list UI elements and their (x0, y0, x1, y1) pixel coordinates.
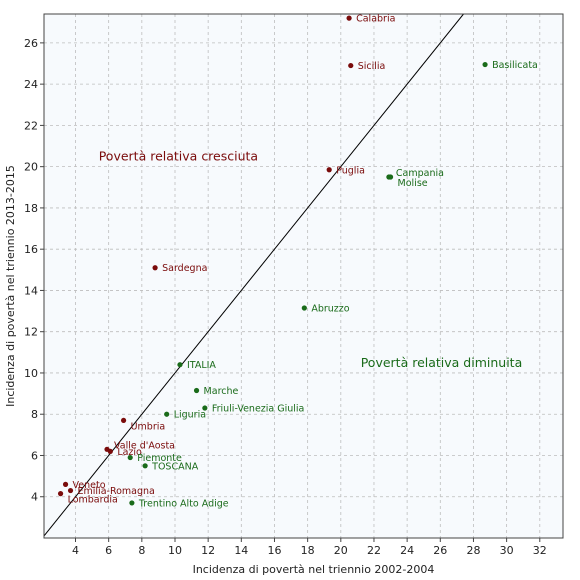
point-label-trentino-alto-adige: Trentino Alto Adige (138, 498, 229, 509)
plot-area (44, 14, 563, 538)
x-tick-label-12: 12 (201, 544, 215, 557)
point-italia (177, 362, 183, 368)
point-piemonte (127, 454, 133, 461)
point-trentino-alto-adige (129, 500, 135, 506)
x-tick-label-20: 20 (334, 544, 348, 557)
x-axis-title: Incidenza di povertà nel triennio 2002-2… (193, 563, 435, 576)
point-umbria (120, 417, 127, 424)
point-label-puglia: Puglia (336, 165, 365, 176)
point-label-italia: ITALIA (187, 360, 216, 371)
point-label-sardegna: Sardegna (162, 263, 207, 274)
y-tick-label-24: 24 (24, 78, 38, 91)
point-label-campania: Campania (396, 168, 444, 179)
y-axis-title: Incidenza di povertà nel triennio 2013-2… (4, 165, 17, 407)
x-tick-label-8: 8 (138, 544, 145, 557)
point-friuli-venezia-giulia (202, 405, 208, 411)
x-tick-label-18: 18 (301, 544, 315, 557)
x-tick-label-32: 32 (533, 544, 547, 557)
point-label-toscana: TOSCANA (151, 461, 199, 472)
x-tick-label-22: 22 (367, 544, 381, 557)
point-marche (193, 387, 200, 394)
point-label-molise: Molise (398, 178, 428, 189)
point-label-lombardia: Lombardia (68, 495, 118, 506)
point-label-calabria: Calabria (356, 14, 395, 25)
y-tick-label-12: 12 (24, 326, 38, 339)
point-label-friuli-venezia-giulia: Friuli-Venezia Giulia (212, 404, 305, 415)
point-label-lazio: Lazio (117, 447, 142, 458)
x-tick-label-10: 10 (168, 544, 182, 557)
x-tick-label-28: 28 (466, 544, 480, 557)
point-abruzzo (301, 305, 307, 311)
point-label-sicilia: Sicilia (358, 61, 386, 72)
point-label-basilicata: Basilicata (492, 60, 538, 71)
x-tick-label-16: 16 (267, 544, 281, 557)
y-tick-label-18: 18 (24, 202, 38, 215)
y-tick-label-8: 8 (31, 408, 38, 421)
point-basilicata (482, 61, 488, 68)
x-tick-label-4: 4 (72, 544, 79, 557)
point-label-umbria: Umbria (131, 421, 166, 432)
y-tick-label-14: 14 (24, 284, 38, 297)
x-tick-label-6: 6 (105, 544, 112, 557)
point-lombardia (57, 491, 64, 497)
y-tick-label-4: 4 (31, 491, 38, 504)
annotation-poverta-relativa-cresciuta: Povertà relativa cresciuta (99, 148, 258, 163)
point-label-emilia-romagna: Emilia-Romagna (78, 486, 155, 497)
point-liguria (164, 411, 170, 417)
point-label-piemonte: Piemonte (137, 453, 182, 464)
point-label-valle-d-aosta: Valle d'Aosta (114, 440, 175, 451)
point-label-veneto: Veneto (73, 480, 106, 491)
y-tick-label-20: 20 (24, 161, 38, 174)
x-tick-label-14: 14 (234, 544, 248, 557)
point-label-marche: Marche (204, 386, 239, 397)
x-tick-label-24: 24 (400, 544, 414, 557)
y-tick-label-26: 26 (24, 37, 38, 50)
point-sardegna (152, 265, 158, 271)
point-molise (387, 174, 394, 180)
y-tick-label-16: 16 (24, 243, 38, 256)
y-tick-label-22: 22 (24, 119, 38, 132)
point-puglia (326, 167, 332, 173)
y-tick-label-10: 10 (24, 367, 38, 380)
x-tick-label-26: 26 (433, 544, 447, 557)
point-emilia-romagna (67, 487, 74, 494)
plot-frame (43, 13, 564, 539)
x-tick-label-30: 30 (500, 544, 514, 557)
point-label-liguria: Liguria (174, 410, 206, 421)
point-toscana (142, 463, 148, 469)
point-label-abruzzo: Abruzzo (311, 303, 349, 314)
point-sicilia (348, 62, 354, 69)
point-calabria (346, 15, 352, 21)
point-lazio (107, 448, 113, 454)
y-tick-label-6: 6 (31, 449, 38, 462)
point-veneto (62, 481, 69, 487)
annotation-poverta-relativa-diminuita: Povertà relativa diminuita (361, 355, 523, 370)
